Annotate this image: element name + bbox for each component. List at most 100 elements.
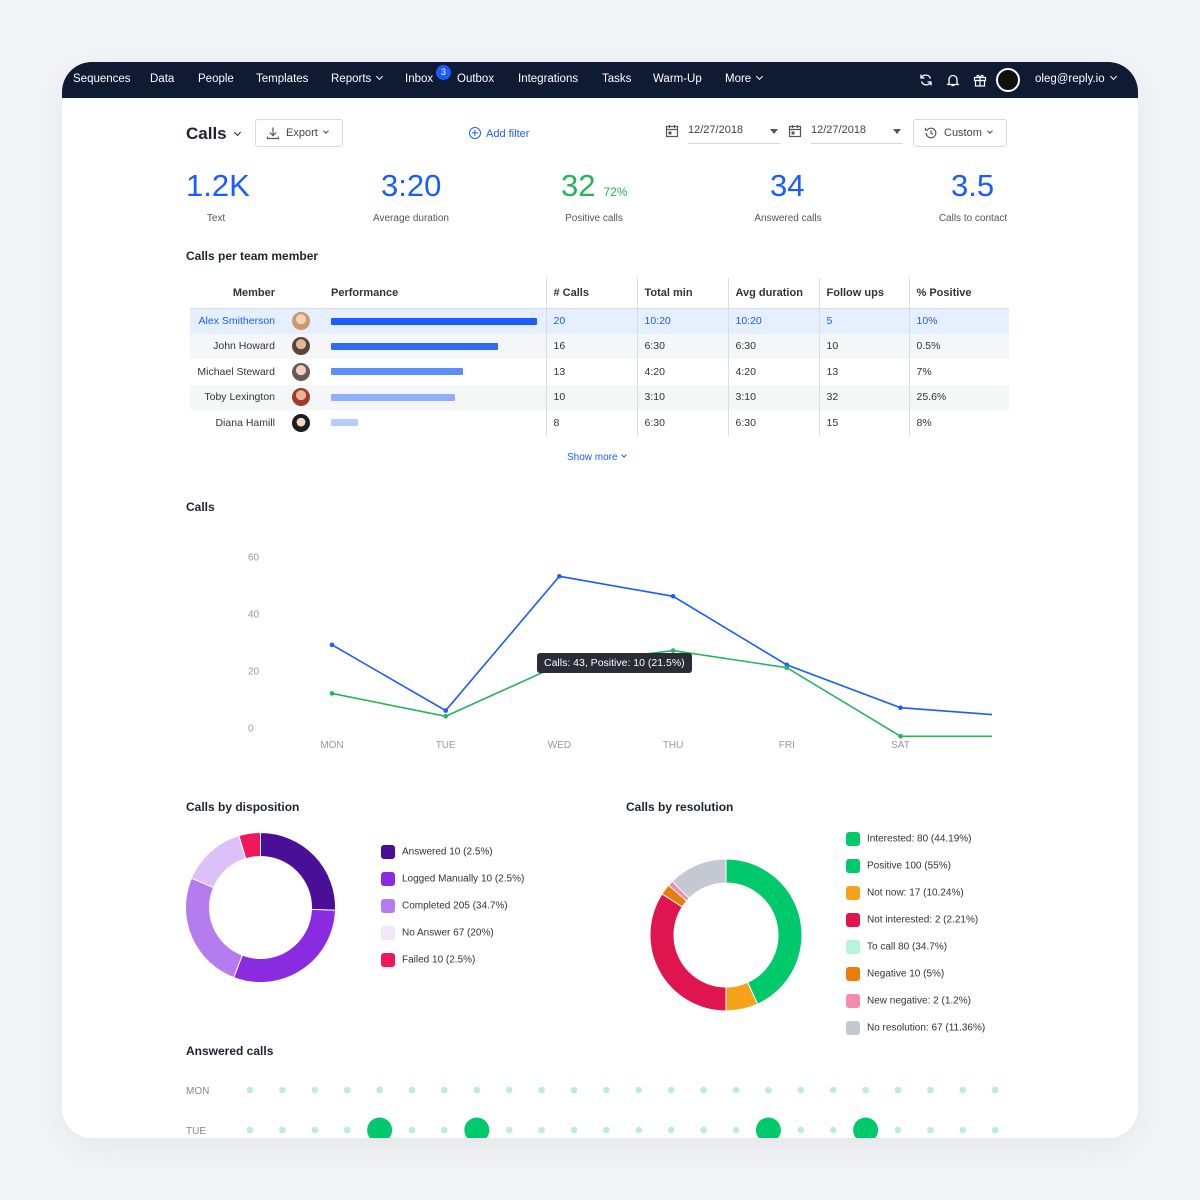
call-dot[interactable] — [667, 1086, 675, 1094]
call-dot[interactable] — [700, 1126, 707, 1134]
col-calls[interactable]: # Calls — [545, 278, 637, 309]
nav-outbox[interactable]: Outbox — [457, 73, 495, 85]
data-point[interactable] — [670, 648, 676, 653]
data-point[interactable] — [784, 665, 790, 671]
call-dot[interactable] — [635, 1086, 643, 1094]
call-dot[interactable] — [246, 1126, 254, 1134]
nav-integrations[interactable]: Integrations — [518, 73, 579, 85]
call-dot[interactable] — [991, 1126, 999, 1134]
date-from-field[interactable]: 12/27/2018 — [688, 124, 780, 144]
gift-icon[interactable] — [973, 73, 987, 87]
nav-inbox[interactable]: Inbox — [405, 73, 434, 85]
export-button[interactable]: Export — [255, 119, 343, 147]
page-title-dropdown[interactable]: Calls — [186, 124, 241, 144]
call-dot[interactable] — [538, 1126, 545, 1134]
member-name[interactable]: Michael Steward — [197, 365, 275, 378]
member-name[interactable]: Diana Hamill — [215, 416, 275, 429]
call-dot[interactable] — [862, 1086, 869, 1094]
call-dot[interactable] — [603, 1126, 610, 1134]
legend-item[interactable]: Logged Manually 10 (2.5%) — [381, 872, 524, 886]
call-dot[interactable] — [538, 1086, 545, 1094]
call-dot[interactable] — [376, 1086, 383, 1094]
call-dot[interactable] — [797, 1126, 805, 1134]
data-point[interactable] — [329, 642, 335, 648]
table-row[interactable]: Toby Lexington 10 3:10 3:10 32 25.6% — [190, 384, 1009, 410]
call-dot[interactable] — [473, 1086, 481, 1094]
call-dot[interactable] — [959, 1086, 967, 1094]
legend-item[interactable]: Failed 10 (2.5%) — [381, 953, 475, 967]
call-dot[interactable] — [829, 1086, 837, 1094]
table-row[interactable]: John Howard 16 6:30 6:30 10 0.5% — [190, 333, 1009, 359]
call-dot[interactable] — [408, 1126, 416, 1134]
call-dot[interactable] — [635, 1126, 643, 1134]
donut-slice[interactable] — [233, 908, 336, 983]
call-dot[interactable] — [441, 1126, 448, 1134]
show-more-button[interactable]: Show more — [567, 452, 627, 463]
legend-item[interactable]: Not interested: 2 (2.21%) — [846, 913, 978, 927]
data-point[interactable] — [329, 691, 335, 696]
member-name[interactable]: Toby Lexington — [190, 384, 285, 410]
col-follow-ups[interactable]: Follow ups — [818, 278, 909, 309]
range-dropdown[interactable]: Custom — [913, 119, 1007, 147]
call-dot[interactable] — [505, 1086, 513, 1094]
user-menu[interactable]: oleg@reply.io — [1035, 72, 1117, 85]
nav-data[interactable]: Data — [150, 73, 175, 85]
data-point[interactable] — [670, 593, 676, 599]
table-row[interactable]: Michael Steward 13 4:20 4:20 13 7% — [190, 359, 1009, 385]
call-dot[interactable] — [700, 1086, 707, 1094]
call-dot[interactable] — [829, 1126, 837, 1134]
call-dot[interactable] — [279, 1086, 286, 1094]
calendar-icon[interactable] — [665, 124, 679, 138]
call-dot[interactable] — [441, 1086, 448, 1094]
call-dot[interactable] — [570, 1086, 578, 1094]
donut-slice[interactable] — [238, 831, 261, 860]
legend-item[interactable]: To call 80 (34.7%) — [846, 940, 947, 954]
call-dot-large[interactable] — [464, 1117, 490, 1139]
donut-slice[interactable] — [190, 835, 247, 889]
col-total-min[interactable]: Total min — [636, 278, 728, 309]
call-dot-large[interactable] — [367, 1117, 393, 1139]
call-dot-large[interactable] — [755, 1117, 781, 1139]
donut-slice[interactable] — [671, 858, 727, 899]
legend-item[interactable]: Not now: 17 (10.24%) — [846, 886, 964, 900]
refresh-icon[interactable] — [919, 73, 933, 87]
call-dot[interactable] — [570, 1126, 578, 1134]
legend-item[interactable]: Positive 100 (55%) — [846, 859, 951, 873]
nav-tasks[interactable]: Tasks — [602, 73, 632, 85]
col-positive[interactable]: % Positive — [908, 278, 1009, 309]
add-filter-button[interactable]: Add filter — [469, 125, 529, 140]
member-name[interactable]: John Howard — [190, 333, 285, 359]
donut-slice[interactable] — [185, 877, 243, 979]
legend-item[interactable]: No Answer 67 (20%) — [381, 926, 494, 940]
call-dot[interactable] — [991, 1086, 999, 1094]
data-point[interactable] — [898, 733, 903, 739]
legend-item[interactable]: Negative 10 (5%) — [846, 967, 944, 981]
table-row[interactable]: Diana Hamill 8 6:30 6:30 15 8% — [190, 410, 1009, 436]
data-point[interactable] — [898, 705, 903, 711]
call-dot[interactable] — [927, 1126, 934, 1134]
call-dot[interactable] — [894, 1086, 902, 1094]
bell-icon[interactable] — [946, 73, 960, 87]
legend-item[interactable]: New negative: 2 (1.2%) — [846, 994, 971, 1008]
col-avg-duration[interactable]: Avg duration — [727, 278, 819, 309]
call-dot-large[interactable] — [853, 1117, 879, 1139]
table-row[interactable]: Alex Smitherson 20 10:20 10:20 5 10% — [190, 308, 1009, 334]
nav-reports[interactable]: Reports — [331, 72, 384, 85]
call-dot[interactable] — [343, 1086, 351, 1094]
call-dot[interactable] — [505, 1126, 513, 1134]
nav-warm-up[interactable]: Warm-Up — [653, 73, 702, 85]
call-dot[interactable] — [894, 1126, 902, 1134]
data-point[interactable] — [557, 573, 562, 579]
call-dot[interactable] — [732, 1086, 740, 1094]
nav-more[interactable]: More — [725, 72, 764, 85]
user-avatar[interactable] — [996, 68, 1020, 92]
data-point[interactable] — [443, 708, 449, 713]
call-dot[interactable] — [667, 1126, 675, 1134]
call-dot[interactable] — [311, 1086, 319, 1094]
call-dot[interactable] — [797, 1086, 805, 1094]
call-dot[interactable] — [246, 1086, 254, 1094]
call-dot[interactable] — [279, 1126, 286, 1134]
donut-slice[interactable] — [649, 893, 727, 1012]
call-dot[interactable] — [311, 1126, 319, 1134]
call-dot[interactable] — [959, 1126, 967, 1134]
